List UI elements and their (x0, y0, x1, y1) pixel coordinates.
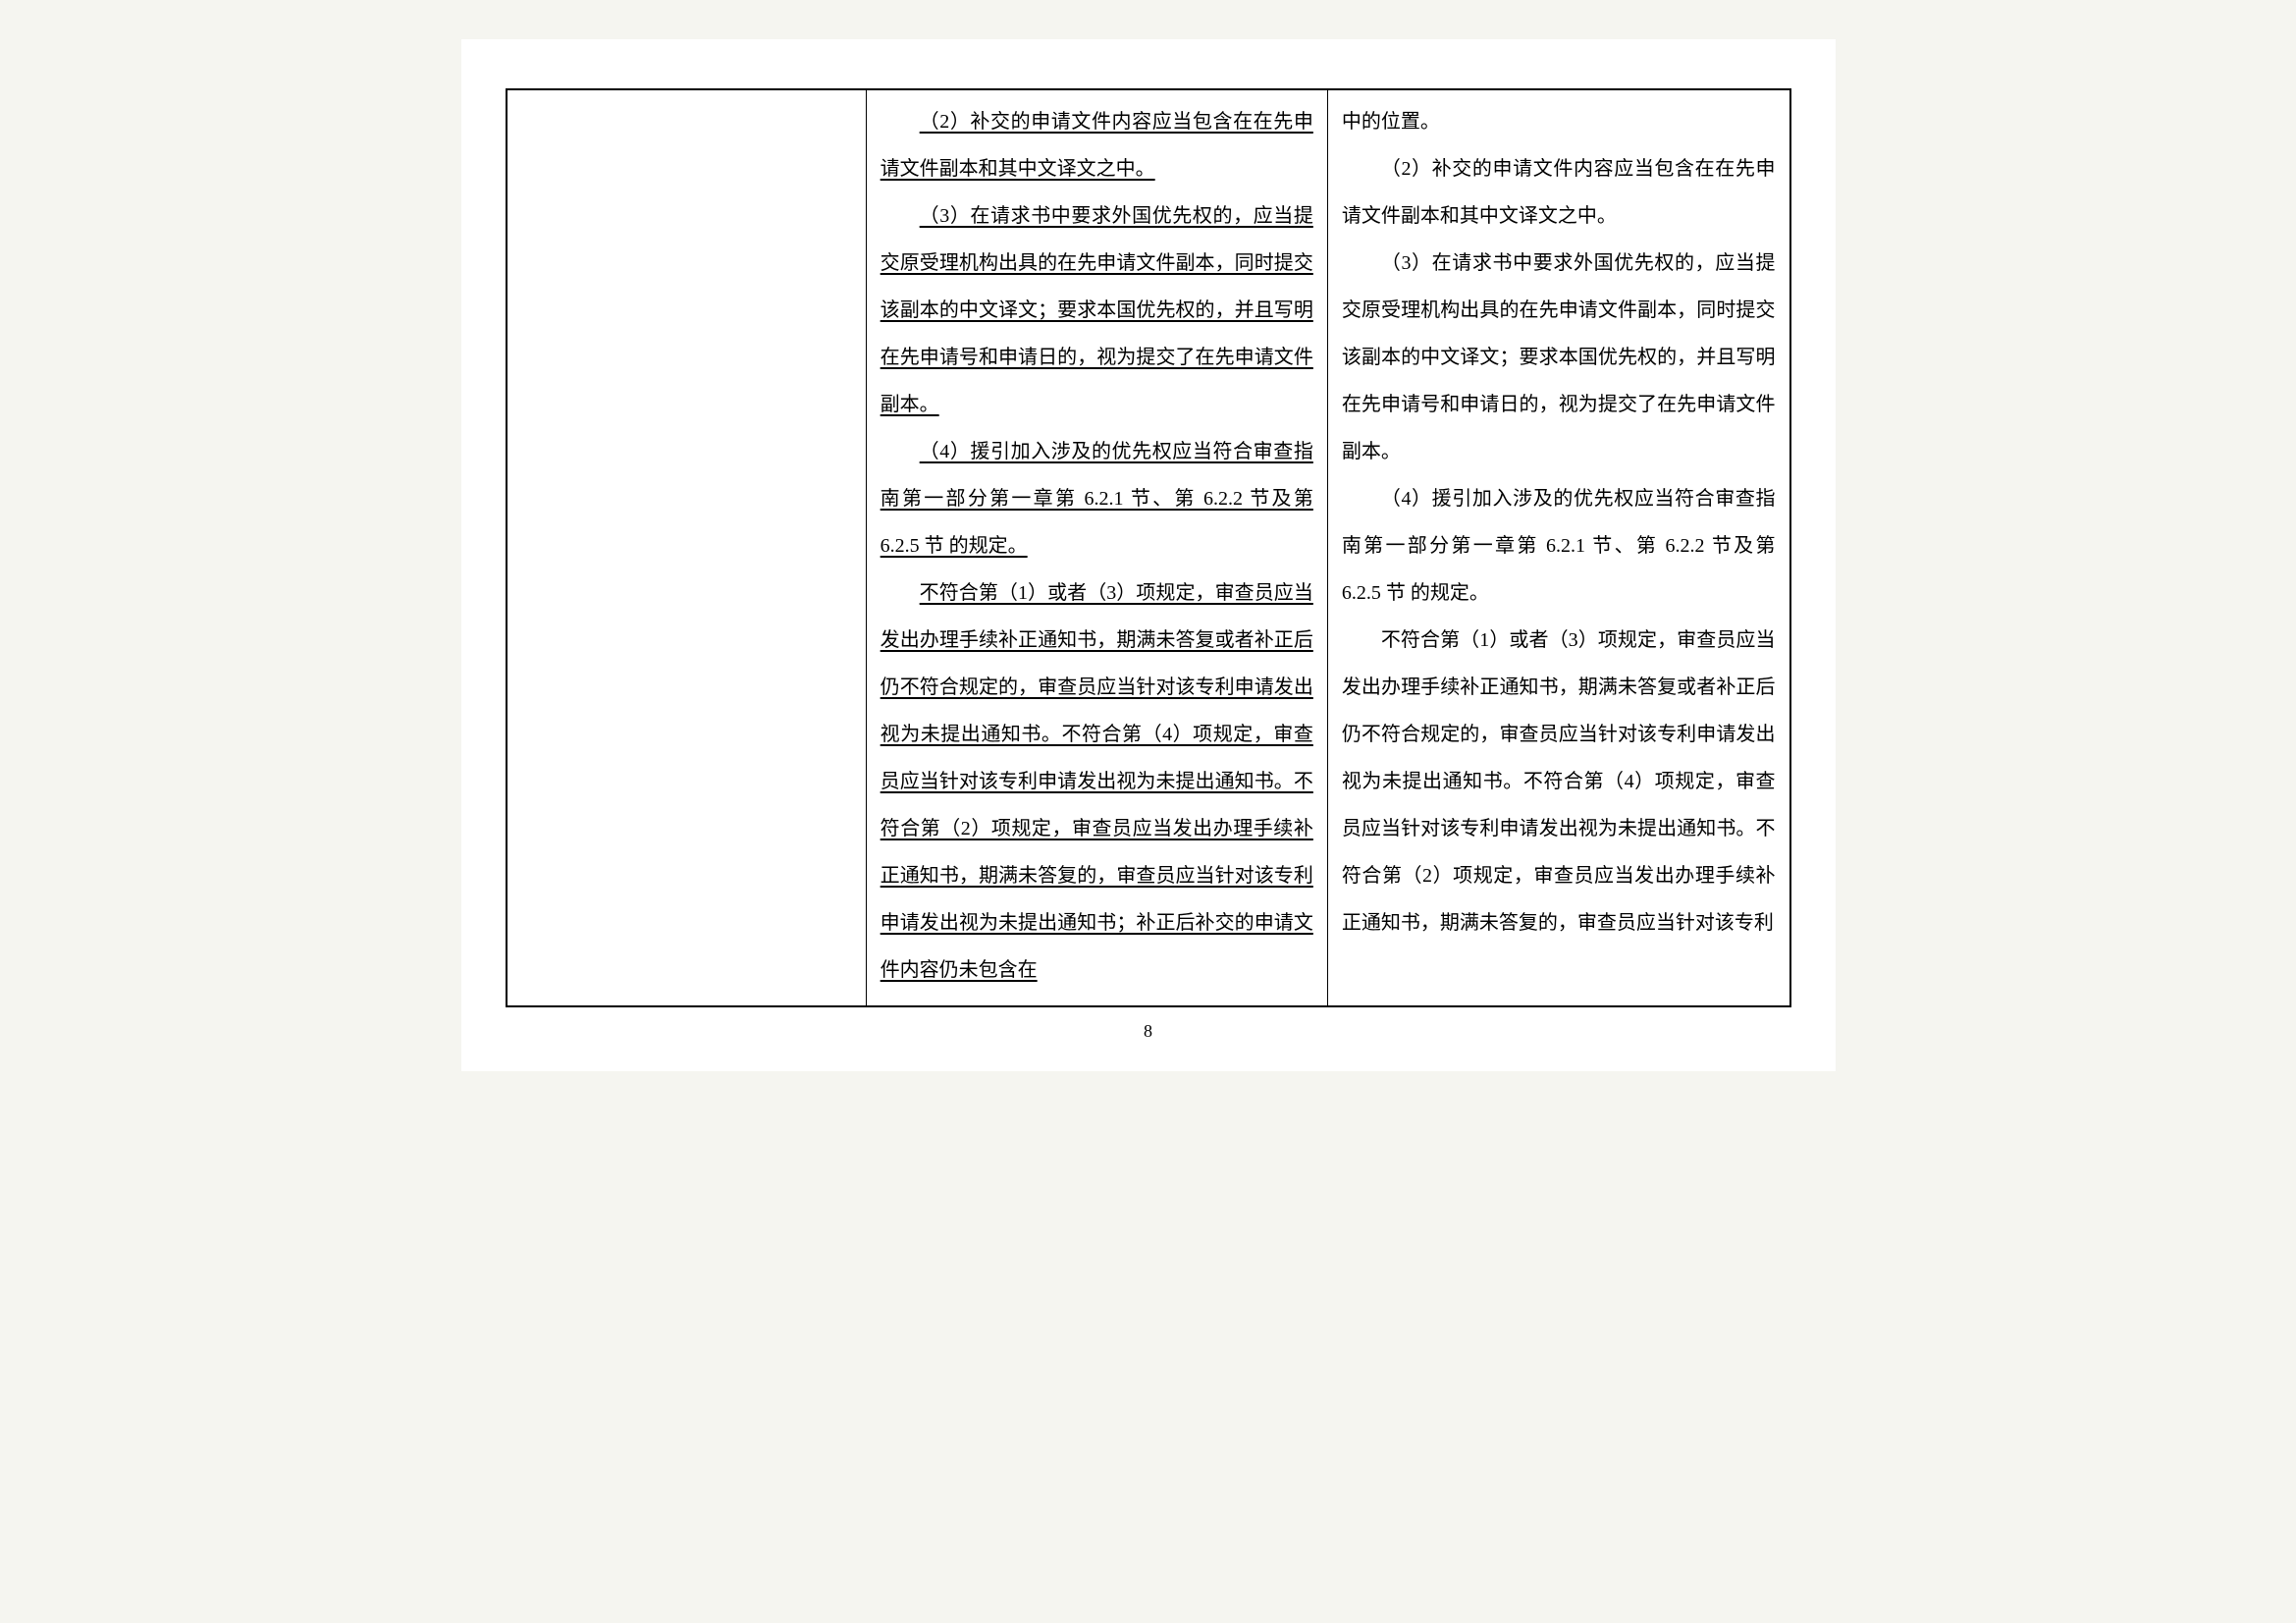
cell-left-empty (507, 90, 867, 1005)
document-page: （2）补交的申请文件内容应当包含在在先申请文件副本和其中文译文之中。 （3）在请… (461, 39, 1836, 1071)
mid-paragraph-3: （3）在请求书中要求外国优先权的，应当提交原受理机构出具的在先申请文件副本，同时… (881, 192, 1313, 428)
right-paragraph-5: 不符合第（1）或者（3）项规定，审查员应当发出办理手续补正通知书，期满未答复或者… (1342, 617, 1776, 947)
mid-p3-text: （3）在请求书中要求外国优先权的，应当提交原受理机构出具的在先申请文件副本，同时… (881, 205, 1313, 415)
comparison-table-wrapper: （2）补交的申请文件内容应当包含在在先申请文件副本和其中文译文之中。 （3）在请… (506, 88, 1791, 1007)
cell-right: 中的位置。 （2）补交的申请文件内容应当包含在在先申请文件副本和其中文译文之中。… (1327, 90, 1789, 1005)
cell-middle: （2）补交的申请文件内容应当包含在在先申请文件副本和其中文译文之中。 （3）在请… (866, 90, 1327, 1005)
mid-paragraph-5: 不符合第（1）或者（3）项规定，审查员应当发出办理手续补正通知书，期满未答复或者… (881, 569, 1313, 994)
mid-p5-text: 不符合第（1）或者（3）项规定，审查员应当发出办理手续补正通知书，期满未答复或者… (881, 582, 1313, 981)
right-paragraph-4: （4）援引加入涉及的优先权应当符合审查指南第一部分第一章第 6.2.1 节、第 … (1342, 475, 1776, 617)
comparison-table: （2）补交的申请文件内容应当包含在在先申请文件副本和其中文译文之中。 （3）在请… (507, 90, 1789, 1005)
mid-p2-text: （2）补交的申请文件内容应当包含在在先申请文件副本和其中文译文之中。 (881, 111, 1313, 180)
page-number: 8 (506, 1021, 1791, 1042)
right-continuation-line: 中的位置。 (1342, 98, 1776, 145)
mid-p4-text: （4）援引加入涉及的优先权应当符合审查指南第一部分第一章第 6.2.1 节、第 … (881, 441, 1313, 557)
mid-paragraph-4: （4）援引加入涉及的优先权应当符合审查指南第一部分第一章第 6.2.1 节、第 … (881, 428, 1313, 569)
right-paragraph-3: （3）在请求书中要求外国优先权的，应当提交原受理机构出具的在先申请文件副本，同时… (1342, 240, 1776, 475)
mid-paragraph-2: （2）补交的申请文件内容应当包含在在先申请文件副本和其中文译文之中。 (881, 98, 1313, 192)
table-row: （2）补交的申请文件内容应当包含在在先申请文件副本和其中文译文之中。 （3）在请… (507, 90, 1789, 1005)
right-paragraph-2: （2）补交的申请文件内容应当包含在在先申请文件副本和其中文译文之中。 (1342, 145, 1776, 240)
